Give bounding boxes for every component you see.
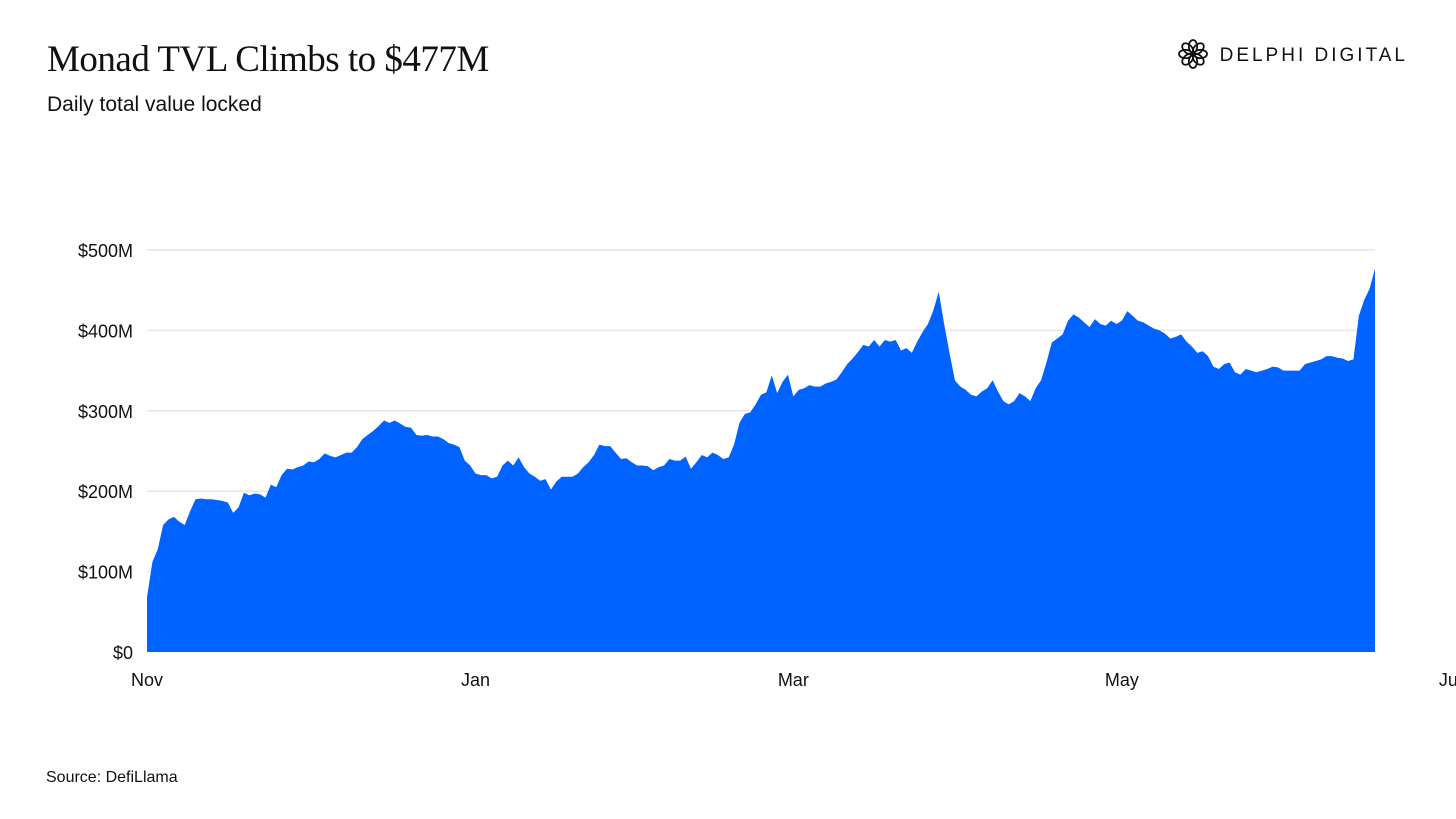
brand-name: DELPHI DIGITAL	[1219, 45, 1408, 66]
tvl-area	[147, 268, 1375, 652]
y-tick-label: $100M	[78, 563, 133, 583]
x-tick-label: Mar	[778, 670, 809, 690]
chart-title: Monad TVL Climbs to $477M	[47, 39, 489, 80]
x-axis: Nov Jan Mar May Jul	[131, 670, 1456, 690]
y-tick-label: $300M	[78, 402, 133, 422]
y-tick-label: $0	[113, 643, 133, 663]
area-layer	[147, 268, 1375, 652]
delphi-logo-icon	[1176, 37, 1210, 76]
brand-logo: DELPHI DIGITAL	[1176, 38, 1408, 74]
source-note: Source: DefiLlama	[46, 769, 178, 786]
y-tick-label: $500M	[78, 241, 133, 261]
y-axis: $0 $100M $200M $300M $400M $500M	[78, 241, 133, 663]
y-tick-label: $400M	[78, 321, 133, 341]
x-tick-label: Jan	[461, 670, 490, 690]
chart-subtitle: Daily total value locked	[47, 93, 262, 116]
y-tick-label: $200M	[78, 482, 133, 502]
x-tick-label: Jul	[1439, 670, 1456, 690]
x-tick-label: May	[1105, 670, 1139, 690]
x-tick-label: Nov	[131, 670, 163, 690]
